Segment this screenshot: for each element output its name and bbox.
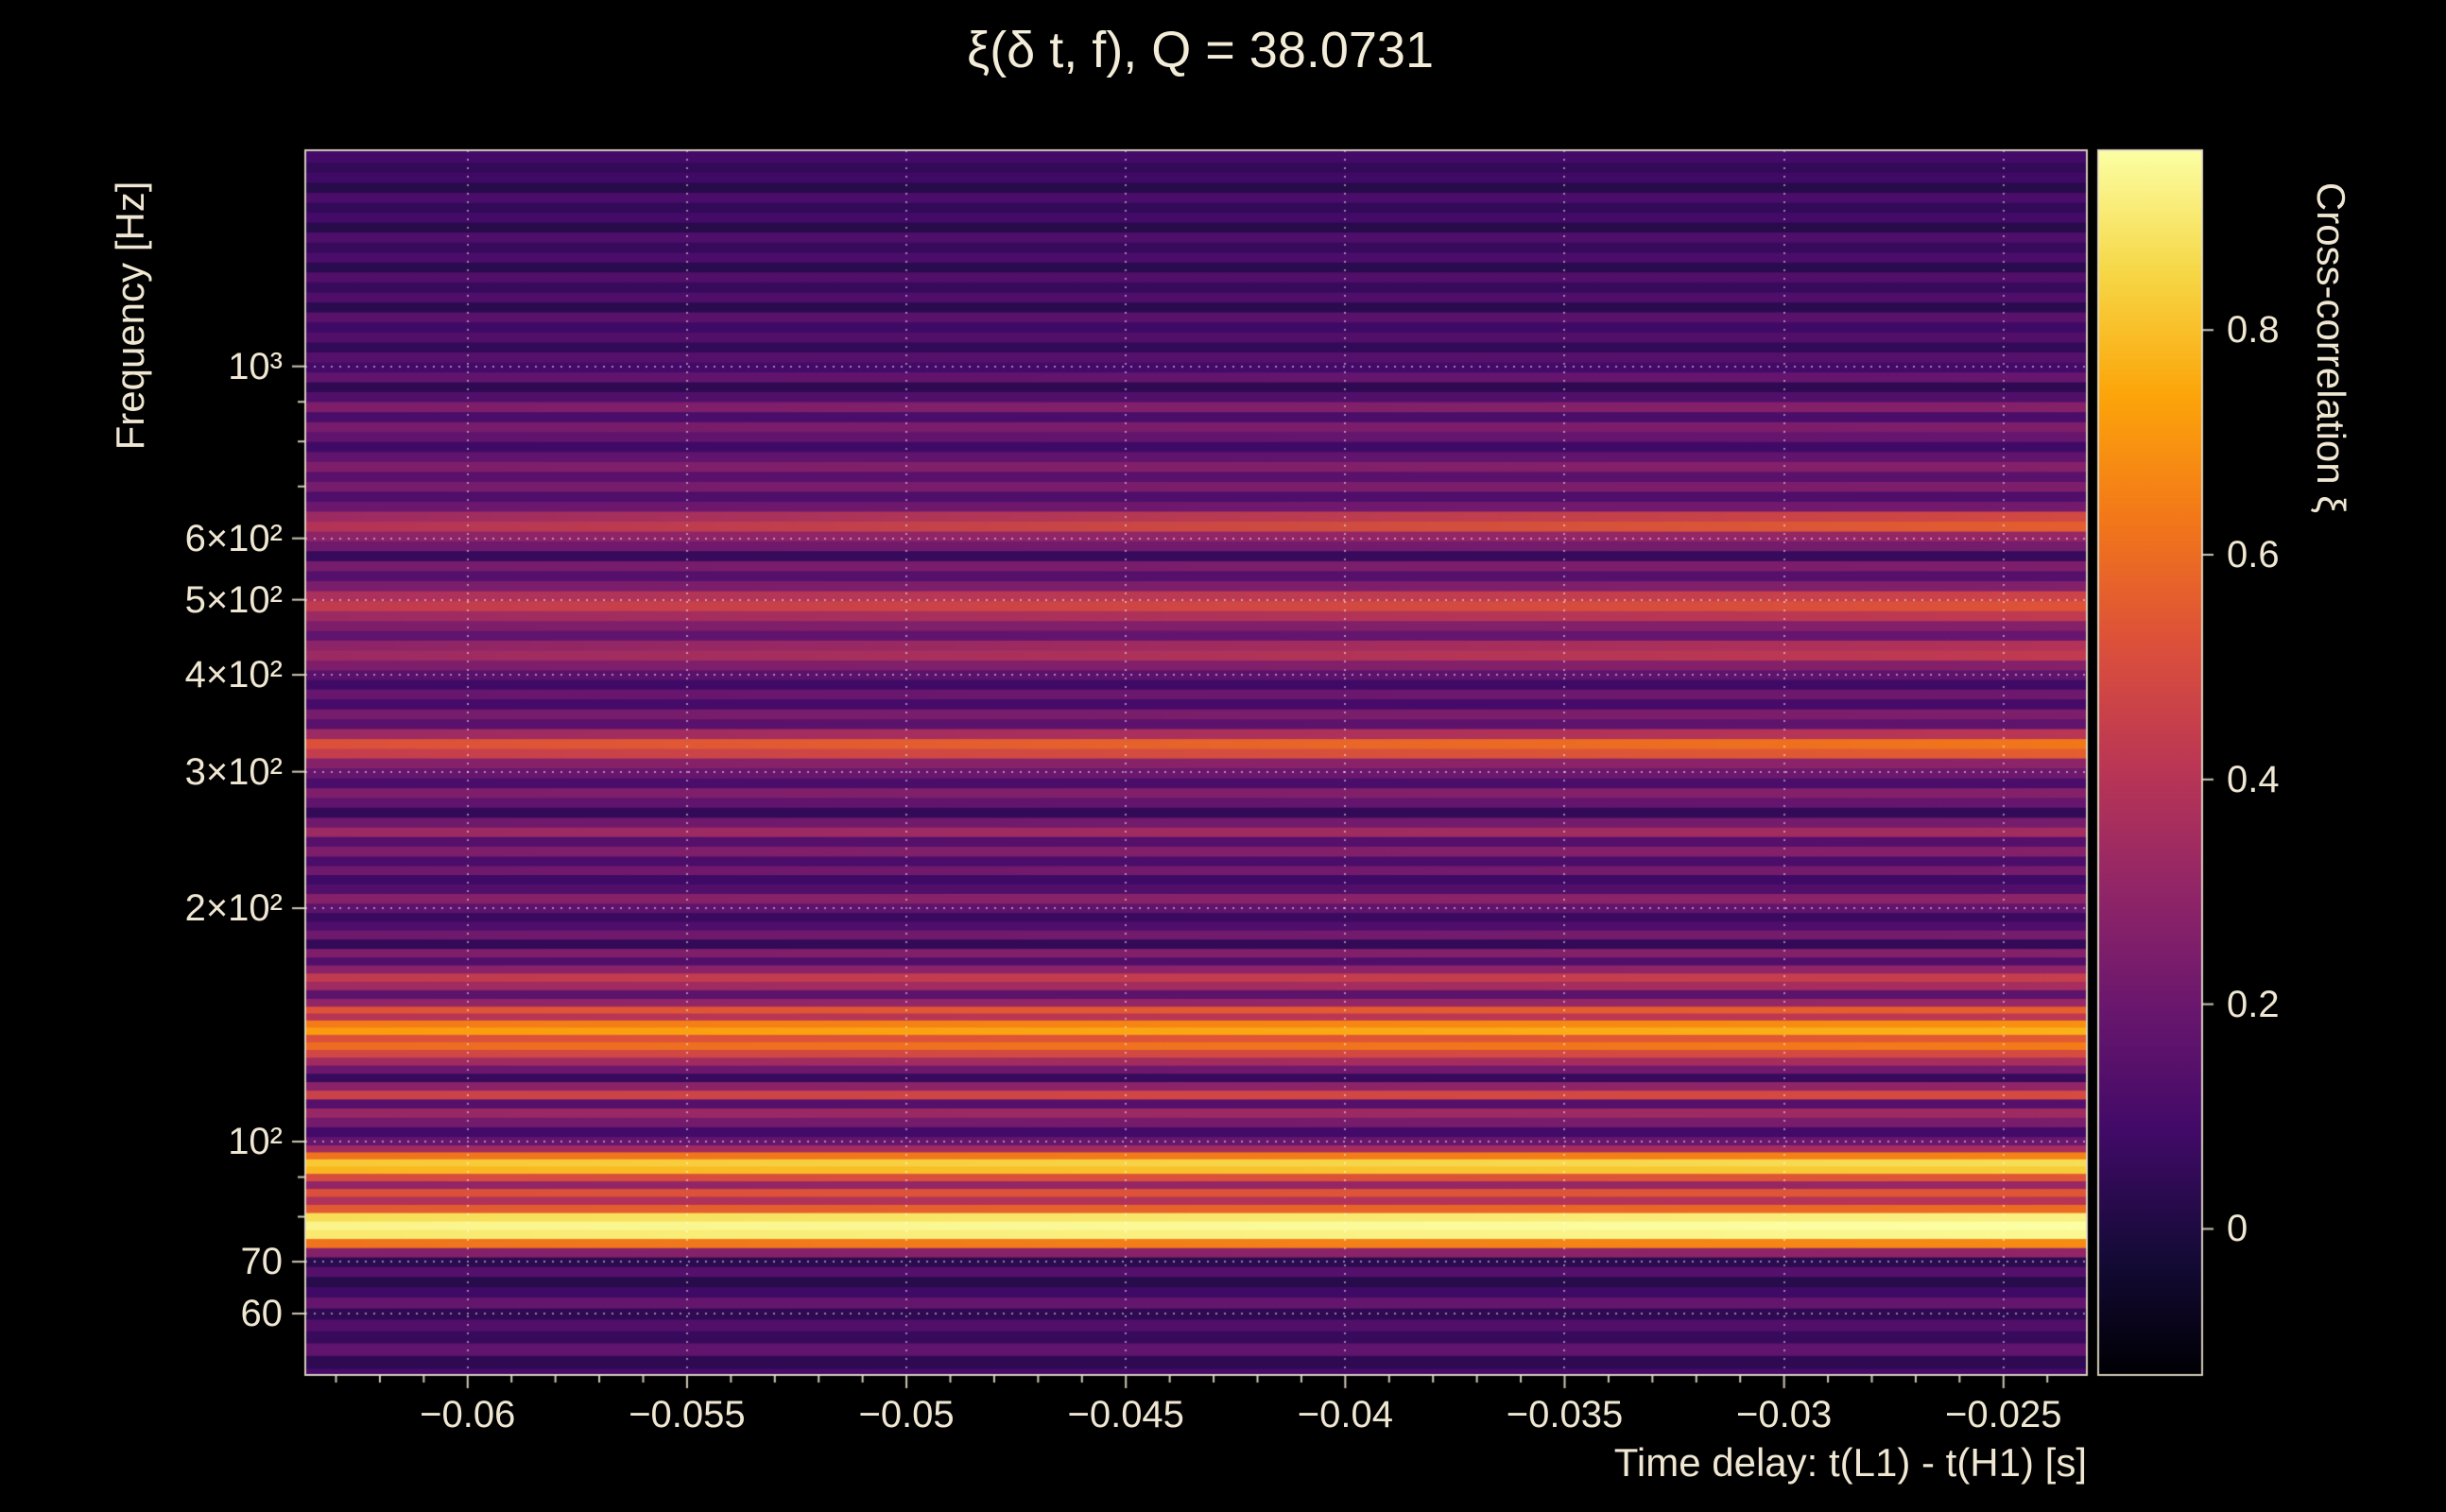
y-tick-label: 5×10²	[184, 578, 283, 621]
plot-title: ξ(δ t, f), Q = 38.0731	[967, 22, 1434, 78]
y-tick-label: 10²	[228, 1121, 283, 1163]
x-tick-label: −0.035	[1506, 1394, 1624, 1435]
x-tick-label: −0.03	[1736, 1394, 1833, 1435]
y-axis-label: Frequency [Hz]	[108, 180, 152, 451]
y-tick-label: 70	[240, 1241, 284, 1283]
colorbar-tick-label: 0.8	[2227, 309, 2280, 352]
colorbar-tick-label: 0.2	[2227, 983, 2280, 1025]
y-tick-label: 10³	[228, 345, 283, 387]
x-tick-label: −0.05	[858, 1394, 955, 1435]
x-tick-label: −0.055	[629, 1394, 746, 1435]
y-tick-label: 4×10²	[184, 654, 283, 696]
x-axis-label: Time delay: t(L1) - t(H1) [s]	[1613, 1440, 2087, 1485]
colorbar-tick-label: 0.4	[2227, 758, 2280, 800]
colorbar-tick-label: 0.6	[2227, 534, 2280, 576]
colorbar-label: Cross-correlation ξ	[2309, 181, 2353, 514]
x-tick-label: −0.04	[1297, 1394, 1393, 1435]
y-tick-label: 3×10²	[184, 750, 283, 793]
y-tick-label: 60	[240, 1293, 284, 1335]
y-tick-label: 6×10²	[184, 517, 283, 559]
colorbar-tick-label: 0	[2227, 1208, 2248, 1250]
x-tick-label: −0.06	[420, 1394, 516, 1435]
y-tick-label: 2×10²	[184, 887, 283, 930]
x-tick-label: −0.045	[1067, 1394, 1184, 1435]
x-tick-label: −0.025	[1945, 1394, 2062, 1435]
